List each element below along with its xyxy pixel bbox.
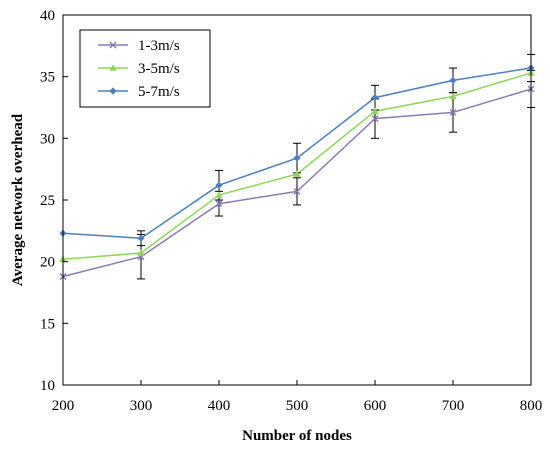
- x-tick-label: 200: [52, 398, 75, 414]
- x-tick-label: 300: [130, 398, 153, 414]
- y-tick-label: 25: [40, 193, 55, 209]
- data-point: [449, 108, 457, 116]
- x-tick-label: 500: [286, 398, 309, 414]
- data-point: [137, 249, 145, 256]
- data-point: [371, 94, 379, 102]
- data-point: [137, 234, 145, 242]
- data-point: [293, 187, 301, 195]
- data-point-stroke-b: [293, 187, 301, 195]
- y-tick-label: 15: [40, 316, 55, 332]
- x-tick-labels: 200 300 400 500 600 700 800: [52, 398, 543, 414]
- x-tick-label: 700: [442, 398, 465, 414]
- y-tick-label: 30: [40, 131, 55, 147]
- y-tick-label: 35: [40, 70, 55, 86]
- axis-ticks: [62, 14, 532, 386]
- data-point: [293, 170, 301, 177]
- y-axis-title: Average network overhead: [10, 113, 26, 286]
- data-point-stroke-b: [371, 115, 379, 123]
- data-point-stroke-b: [215, 200, 223, 208]
- legend-label: 3-5m/s: [138, 61, 180, 77]
- x-axis-title: Number of nodes: [242, 428, 352, 444]
- x-tick-label: 800: [520, 398, 543, 414]
- y-tick-label: 40: [40, 8, 55, 24]
- legend-marker: [109, 64, 117, 71]
- legend-marker-stroke-b: [109, 41, 117, 49]
- x-tick-label: 600: [364, 398, 387, 414]
- legend: 1-3m/s 3-5m/s 5-7m/s: [79, 29, 211, 108]
- data-point: [371, 107, 379, 114]
- y-tick-label: 20: [40, 255, 55, 271]
- legend-item: 3-5m/s: [98, 61, 180, 77]
- legend-marker: [109, 87, 117, 95]
- legend-label: 1-3m/s: [138, 38, 180, 54]
- legend-label: 5-7m/s: [138, 84, 180, 100]
- data-point: [371, 115, 379, 123]
- legend-item: 1-3m/s: [98, 38, 180, 54]
- data-point: [449, 76, 457, 84]
- data-point: [215, 181, 223, 189]
- legend-items: 1-3m/s 3-5m/s 5-7m/s: [98, 38, 180, 100]
- data-point: [215, 200, 223, 208]
- y-tick-label: 10: [40, 378, 55, 394]
- data-point: [449, 92, 457, 100]
- data-point: [215, 191, 223, 198]
- x-tick-label: 400: [208, 398, 231, 414]
- legend-item: 5-7m/s: [98, 84, 180, 100]
- data-point-stroke-b: [449, 108, 457, 116]
- y-tick-labels: 10 15 20 25 30 35 40: [40, 8, 55, 394]
- data-point: [293, 154, 301, 162]
- legend-marker: [109, 41, 117, 49]
